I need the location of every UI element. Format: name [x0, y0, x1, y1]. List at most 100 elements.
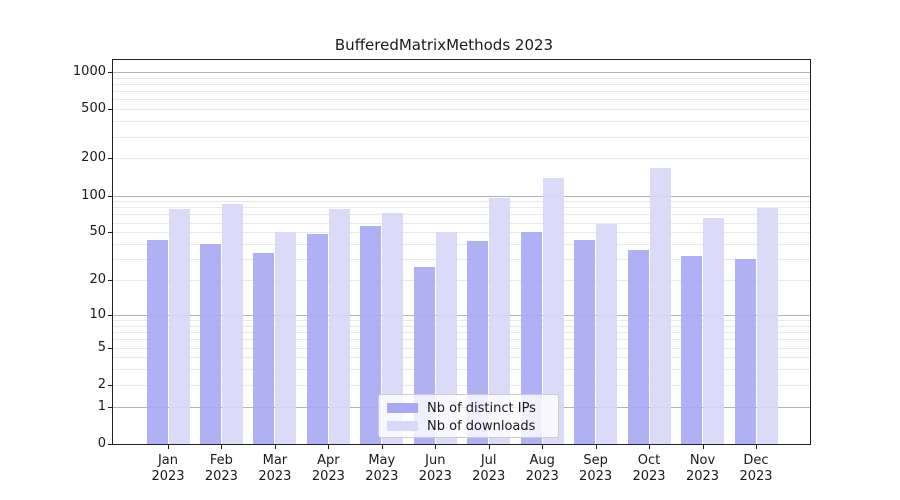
bar-downloads-apr [328, 208, 350, 444]
bar-distinct-ips-feb [200, 244, 221, 444]
bar-downloads-jan [168, 208, 190, 444]
x-tick-mark [542, 445, 544, 449]
y-tick-label: 10 [89, 306, 106, 322]
legend-swatch-downloads [387, 421, 418, 431]
bar-downloads-feb [222, 204, 243, 444]
legend-label-distinct-ips: Nb of distinct IPs [427, 400, 536, 416]
y-tick-label: 2 [97, 376, 106, 392]
gridline-minor [113, 357, 810, 359]
gridline-minor [113, 244, 810, 245]
gridline-minor [113, 207, 810, 209]
x-tick-mark [168, 445, 169, 449]
y-tick-label: 1 [97, 398, 106, 414]
legend-entry-distinct-ips: Nb of distinct IPs [387, 399, 550, 417]
x-tick-label-year: 2023 [472, 468, 506, 484]
gridline-minor [113, 384, 810, 386]
x-tick-label-month: Sep [583, 453, 608, 468]
x-tick-label: Apr 2023 [298, 453, 358, 484]
legend-entry-downloads: Nb of downloads [387, 417, 550, 435]
plot-area [113, 60, 810, 444]
gridline-minor [113, 158, 810, 160]
gridline-minor [113, 339, 810, 341]
gridline-minor [113, 77, 810, 79]
gridline-minor [113, 222, 810, 224]
x-tick-label: Jul 2023 [459, 453, 519, 484]
gridline-minor [113, 325, 810, 327]
bar-distinct-ips-apr [306, 234, 328, 444]
x-tick-label-month: Dec [743, 453, 769, 468]
x-tick-label-year: 2023 [632, 468, 666, 484]
x-tick-label-year: 2023 [525, 468, 559, 484]
gridline-minor [113, 332, 810, 333]
x-tick-label-month: Jul [480, 453, 497, 468]
gridline-minor [113, 91, 810, 93]
x-tick-label: Feb 2023 [191, 453, 251, 484]
y-tick-mark [108, 444, 113, 445]
y-tick-label: 1000 [72, 63, 106, 79]
gridline-minor [113, 280, 810, 281]
x-tick-mark [221, 445, 223, 449]
bar-distinct-ips-oct [627, 249, 649, 444]
x-tick-label-month: Oct [637, 453, 661, 468]
bar-downloads-jul [489, 197, 511, 444]
bar-distinct-ips-mar [253, 252, 275, 444]
x-tick-label-year: 2023 [685, 468, 720, 484]
x-tick-mark [328, 445, 330, 449]
bar-downloads-jun [435, 232, 457, 444]
y-tick-mark [108, 406, 113, 408]
x-tick-mark [702, 445, 704, 449]
bar-distinct-ips-aug [520, 232, 542, 444]
gridline-major [113, 71, 810, 73]
x-tick-mark [595, 445, 597, 449]
x-tick-label: Sep 2023 [566, 453, 626, 484]
bar-downloads-dec [756, 208, 778, 444]
x-tick-label-month: Jun [425, 453, 446, 468]
x-tick-label-month: May [368, 453, 396, 468]
y-tick-mark [108, 347, 113, 349]
gridline-major [113, 195, 810, 197]
y-tick-mark [108, 71, 113, 73]
x-tick-label: Nov 2023 [673, 453, 733, 484]
x-tick-mark [756, 445, 757, 449]
bar-distinct-ips-jan [146, 240, 168, 444]
y-tick-label: 5 [97, 339, 106, 355]
x-tick-label-month: Jan [157, 453, 179, 468]
bar-distinct-ips-nov [681, 255, 702, 444]
x-tick-mark [381, 445, 383, 449]
y-tick-label: 50 [89, 224, 106, 240]
legend-swatch-distinct-ips [387, 403, 418, 413]
x-tick-label: May 2023 [352, 453, 412, 484]
y-tick-label: 20 [89, 272, 106, 287]
bar-distinct-ips-dec [734, 259, 756, 444]
x-tick-label-year: 2023 [258, 468, 292, 484]
bar-distinct-ips-sep [574, 240, 596, 444]
y-tick-mark [108, 232, 113, 234]
x-tick-label: Mar 2023 [245, 453, 305, 484]
x-tick-label: Oct 2023 [619, 453, 679, 484]
gridline-minor [113, 201, 810, 203]
legend-label-downloads: Nb of downloads [427, 418, 536, 434]
x-tick-label-year: 2023 [418, 468, 452, 484]
y-tick-mark [108, 158, 113, 160]
y-tick-label: 0 [97, 436, 106, 451]
x-tick-label-month: Apr [317, 453, 340, 468]
bar-downloads-nov [703, 218, 724, 444]
y-tick-mark [108, 109, 113, 111]
x-tick-label-month: Nov [689, 453, 716, 468]
x-tick-mark [488, 445, 490, 449]
gridline-minor [113, 121, 810, 123]
gridline-minor [113, 109, 810, 111]
gridline-minor [113, 214, 810, 216]
x-tick-label-year: 2023 [739, 468, 773, 484]
gridline-minor [113, 232, 810, 234]
y-tick-mark [108, 384, 113, 386]
x-tick-label-year: 2023 [204, 468, 238, 484]
bar-downloads-aug [542, 177, 564, 444]
gridline-major [113, 314, 810, 316]
gridline-minor [113, 136, 810, 138]
bar-downloads-mar [275, 232, 297, 444]
x-tick-label: Jun 2023 [405, 453, 465, 484]
x-tick-label-month: Feb [209, 453, 233, 468]
x-tick-mark [274, 445, 276, 449]
